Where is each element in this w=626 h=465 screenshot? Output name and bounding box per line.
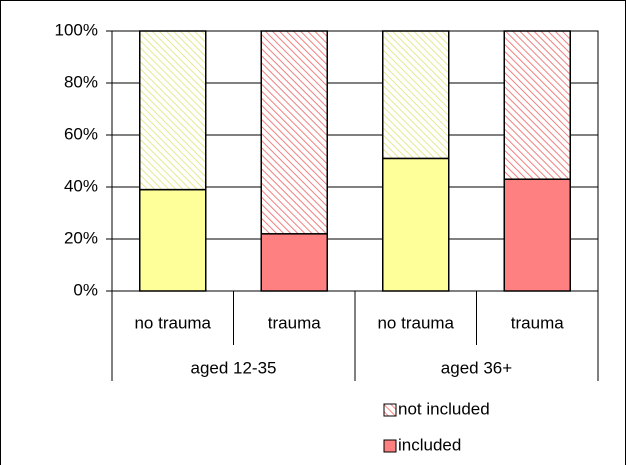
legend-swatch	[383, 403, 397, 417]
bar-segment	[503, 30, 571, 180]
x-tick-label: no trauma	[134, 313, 211, 332]
y-tick-label: 40%	[64, 176, 98, 195]
bar-segment	[139, 188, 207, 292]
y-tick-label: 0%	[73, 280, 98, 299]
x-tick-label: trauma	[511, 313, 564, 332]
bar-segment	[260, 30, 328, 235]
x-tick-label: trauma	[268, 313, 321, 332]
legend-label: not included	[398, 399, 490, 418]
bar-segment	[260, 233, 328, 292]
group-label: aged 36+	[441, 358, 512, 377]
bar-segment	[382, 157, 450, 292]
bar-segment	[503, 178, 571, 292]
legend-swatch	[383, 439, 397, 453]
y-tick-label: 60%	[64, 124, 98, 143]
group-label: aged 12-35	[190, 358, 276, 377]
y-tick-label: 80%	[64, 72, 98, 91]
legend-label: included	[398, 435, 461, 454]
bar-segment	[139, 30, 207, 191]
x-tick-label: no trauma	[377, 313, 454, 332]
y-tick-label: 20%	[64, 228, 98, 247]
bar-segment	[382, 30, 450, 160]
y-tick-label: 100%	[55, 20, 98, 39]
